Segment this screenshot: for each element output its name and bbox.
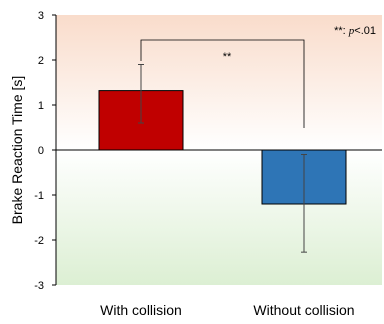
significance-bracket <box>140 39 305 128</box>
y-tick-label: -2 <box>34 235 44 247</box>
y-tick-label: 0 <box>38 145 44 157</box>
y-tick-label: -3 <box>34 280 44 292</box>
significance-marker: ** <box>223 51 232 63</box>
y-tick-label: 1 <box>38 100 44 112</box>
y-tick-label: 2 <box>38 55 44 67</box>
category-label-1: With collision <box>100 302 182 318</box>
error-bar-2 <box>301 154 307 253</box>
significance-legend: **: p<.01 <box>334 25 376 37</box>
y-tick-label: -1 <box>34 190 44 202</box>
y-axis-label: Brake Reaction Time [s] <box>9 76 25 225</box>
category-label-2: Without collision <box>253 302 354 318</box>
y-tick-label: 3 <box>38 10 44 22</box>
error-bar-1 <box>138 64 144 124</box>
